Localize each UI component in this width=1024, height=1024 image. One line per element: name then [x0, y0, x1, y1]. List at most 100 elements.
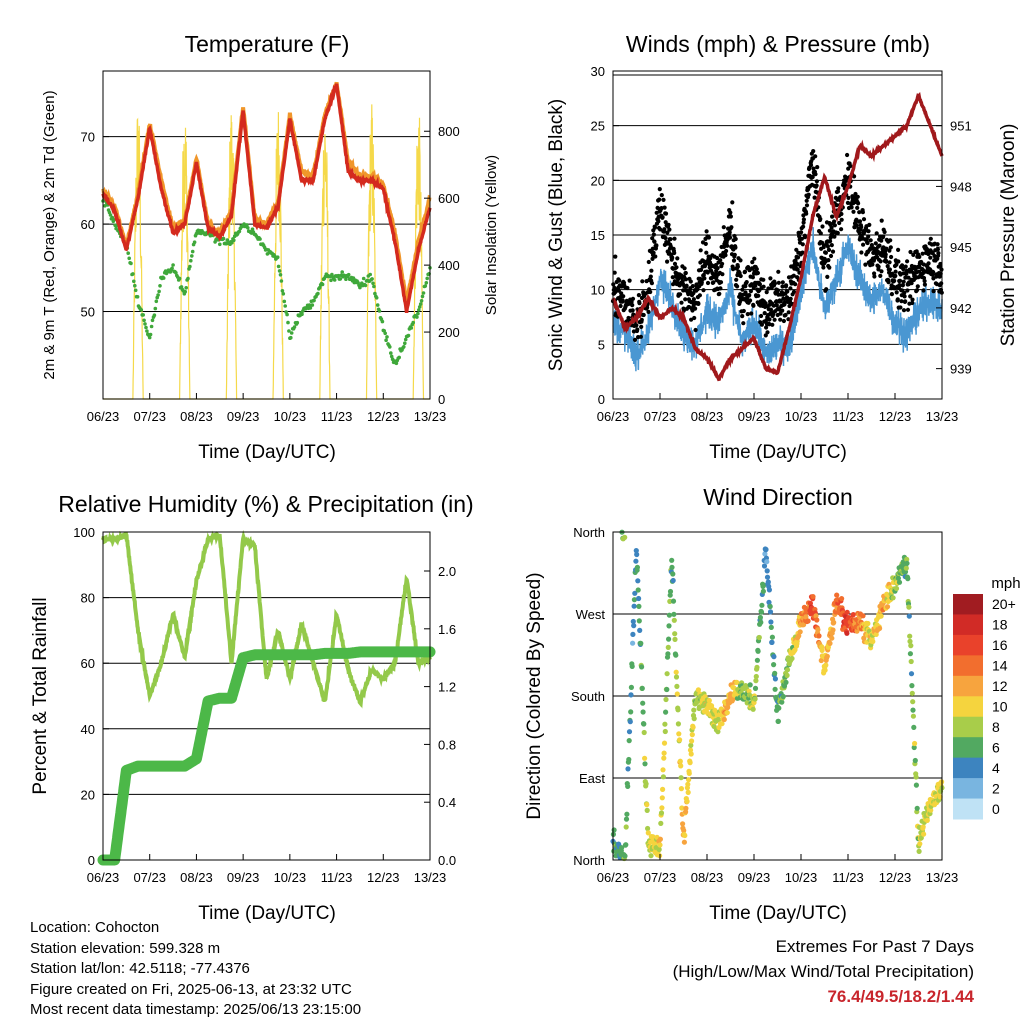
gust-point	[928, 236, 933, 241]
gust-point	[878, 259, 883, 264]
gust-point	[808, 163, 814, 168]
gust-point	[879, 218, 884, 223]
gust-point	[690, 284, 695, 289]
direction-point	[796, 633, 802, 639]
direction-point	[824, 653, 830, 659]
dewpoint-point	[286, 320, 290, 325]
gust-point	[857, 219, 863, 224]
series-9m-temp	[101, 81, 432, 305]
temperature-xlabel: Time (Day/UTC)	[198, 442, 336, 463]
gust-point	[724, 248, 729, 254]
direction-point	[784, 667, 791, 673]
y-tick-label: 25	[591, 119, 605, 134]
direction-point	[768, 624, 774, 631]
direction-point	[662, 721, 668, 727]
extremes-subtitle: (High/Low/Max Wind/Total Precipitation)	[672, 962, 974, 981]
gust-point	[801, 220, 806, 225]
gust-point	[651, 232, 657, 237]
x-tick-label: 06/23	[597, 870, 630, 885]
gust-point	[926, 261, 931, 266]
recent-timestamp: Most recent data timestamp: 2025/06/13 2…	[30, 1001, 362, 1018]
direction-point	[779, 699, 785, 705]
gust-point	[815, 165, 820, 170]
direction-point	[762, 551, 768, 557]
gust-point	[630, 303, 635, 308]
legend-label: 6	[992, 739, 1000, 755]
direction-point	[844, 609, 850, 615]
direction-point	[784, 672, 790, 679]
gust-point	[908, 294, 913, 299]
gust-point	[853, 191, 858, 197]
gust-point	[727, 235, 733, 240]
gust-point	[774, 303, 779, 308]
gust-point	[786, 310, 791, 315]
direction-point	[912, 740, 918, 747]
y-tick-label: West	[576, 607, 606, 622]
direction-point	[695, 687, 702, 693]
direction-point	[706, 697, 712, 704]
gust-point	[660, 215, 665, 220]
gust-point	[659, 193, 664, 198]
gust-point	[802, 235, 808, 240]
gust-point	[793, 282, 798, 287]
dewpoint-point	[289, 335, 293, 340]
direction-point	[628, 684, 635, 691]
direction-point	[895, 575, 902, 581]
y-tick-label: 0	[598, 392, 605, 407]
gust-point	[661, 197, 666, 202]
gust-point	[668, 237, 673, 242]
dewpoint-point	[174, 271, 178, 275]
direction-point	[910, 713, 917, 719]
gust-point	[711, 280, 716, 285]
direction-xlabel: Time (Day/UTC)	[709, 903, 847, 924]
direction-point	[687, 760, 693, 766]
dewpoint-point	[245, 223, 249, 227]
dewpoint-point	[108, 213, 113, 217]
dewpoint-point	[374, 296, 379, 300]
dewpoint-point	[320, 282, 325, 287]
direction-point	[674, 683, 680, 690]
gust-point	[683, 277, 689, 282]
direction-point	[660, 774, 667, 780]
dewpoint-point	[402, 345, 406, 349]
gust-point	[689, 317, 694, 322]
gust-point	[788, 286, 793, 291]
gust-point	[735, 284, 740, 289]
gust-point	[800, 250, 805, 255]
x-tick-label: 08/23	[691, 409, 724, 424]
direction-point	[753, 678, 759, 684]
direction-point	[827, 640, 833, 647]
gust-point	[854, 223, 860, 228]
gust-point	[698, 267, 704, 272]
gust-point	[895, 297, 900, 302]
direction-point	[721, 716, 727, 723]
gust-point	[879, 269, 884, 274]
gust-point	[727, 230, 732, 235]
direction-point	[893, 585, 900, 592]
direction-point	[906, 604, 912, 610]
direction-point	[670, 598, 677, 604]
dewpoint-point	[281, 292, 286, 296]
dewpoint-point	[161, 276, 166, 280]
dewpoint-point	[126, 251, 130, 255]
legend-label: 20+	[992, 596, 1016, 612]
direction-point	[814, 617, 820, 623]
dewpoint-point	[141, 313, 145, 317]
direction-point	[754, 664, 760, 671]
gust-point	[896, 247, 901, 252]
gust-point	[639, 324, 644, 329]
direction-point	[725, 704, 731, 711]
gust-point	[786, 317, 791, 322]
direction-point	[623, 816, 630, 822]
direction-point	[917, 841, 923, 847]
gust-point	[799, 236, 805, 241]
direction-point	[682, 832, 688, 839]
dewpoint-point	[417, 305, 422, 309]
direction-point	[907, 638, 913, 645]
direction-point	[645, 830, 651, 836]
dewpoint-point	[190, 254, 194, 258]
gust-point	[720, 261, 725, 266]
gust-point	[910, 297, 915, 302]
gust-point	[728, 210, 733, 215]
gust-point	[868, 238, 873, 243]
